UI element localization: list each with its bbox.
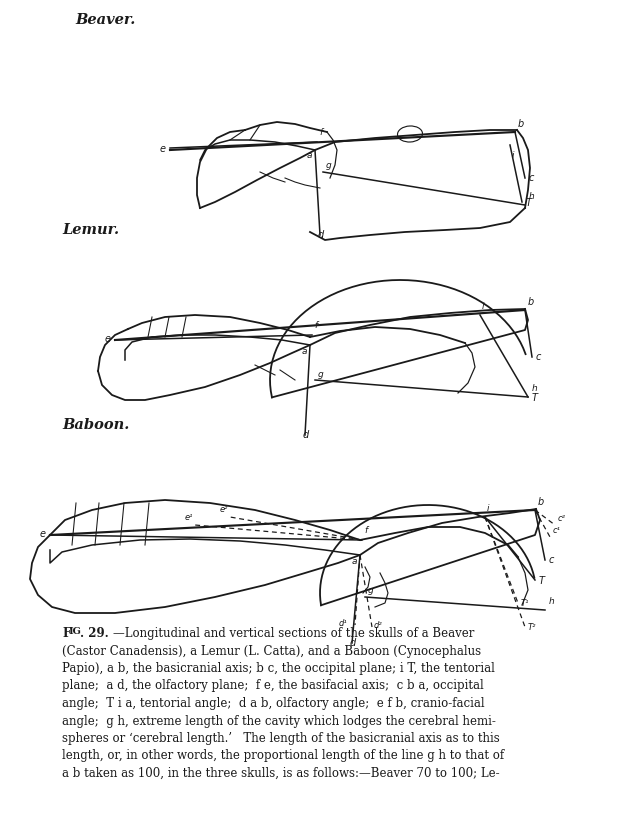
Text: g: g — [368, 586, 374, 595]
Text: a: a — [302, 347, 307, 356]
Text: F: F — [62, 627, 70, 640]
Text: a: a — [307, 151, 312, 160]
Text: h: h — [549, 597, 555, 606]
Text: f: f — [319, 128, 322, 137]
Text: Lemur.: Lemur. — [62, 223, 119, 237]
Text: e¹: e¹ — [185, 513, 193, 522]
Text: Baboon.: Baboon. — [62, 418, 129, 432]
Text: b: b — [538, 497, 544, 507]
Text: T: T — [532, 393, 538, 403]
Text: g: g — [318, 370, 324, 379]
Text: e²: e² — [220, 505, 228, 514]
Text: T¹: T¹ — [521, 600, 530, 609]
Text: e: e — [160, 144, 166, 154]
Text: angle;  g h, extreme length of the cavity which lodges the cerebral hemi-: angle; g h, extreme length of the cavity… — [62, 714, 496, 728]
Text: T: T — [539, 576, 545, 586]
Text: d: d — [350, 638, 356, 648]
Text: Papio), a b, the basicranial axis; b c, the occipital plane; i T, the tentorial: Papio), a b, the basicranial axis; b c, … — [62, 662, 495, 675]
Text: e: e — [105, 334, 111, 344]
Text: i: i — [512, 151, 514, 160]
Text: c: c — [529, 173, 534, 183]
Text: d²: d² — [374, 620, 383, 629]
Text: . 29.: . 29. — [80, 627, 109, 640]
Text: plane;  a d, the olfactory plane;  f e, the basifacial axis;  c b a, occipital: plane; a d, the olfactory plane; f e, th… — [62, 680, 484, 692]
Text: i: i — [482, 302, 484, 311]
Text: h: h — [529, 192, 535, 201]
Text: c¹: c¹ — [553, 526, 561, 535]
Text: IG: IG — [69, 627, 82, 636]
Text: d: d — [318, 230, 324, 240]
Text: c: c — [536, 352, 541, 362]
Text: spheres or ‘cerebral length.’   The length of the basicranial axis as to this: spheres or ‘cerebral length.’ The length… — [62, 732, 500, 745]
Text: (Castor Canadensis), a Lemur (L. Catta), and a Baboon (Cynocephalus: (Castor Canadensis), a Lemur (L. Catta),… — [62, 644, 481, 658]
Text: T: T — [526, 198, 532, 208]
Text: c²: c² — [558, 514, 566, 523]
Text: a b taken as 100, in the three skulls, is as follows:—Beaver 70 to 100; Le-: a b taken as 100, in the three skulls, i… — [62, 767, 500, 780]
Text: h: h — [532, 384, 538, 393]
Text: —Longitudinal and vertical sections of the skulls of a Beaver: —Longitudinal and vertical sections of t… — [113, 627, 474, 640]
Text: g: g — [326, 161, 332, 170]
Text: e: e — [40, 529, 46, 539]
Text: a: a — [351, 557, 357, 566]
Text: length, or, in other words, the proportional length of the line g h to that of: length, or, in other words, the proporti… — [62, 749, 504, 762]
Text: T²: T² — [528, 624, 537, 633]
Text: f: f — [364, 526, 367, 535]
Text: b: b — [528, 297, 534, 307]
Text: i: i — [487, 504, 489, 513]
Text: angle;  T i a, tentorial angle;  d a b, olfactory angle;  e f b, cranio-facial: angle; T i a, tentorial angle; d a b, ol… — [62, 697, 484, 710]
Text: d: d — [303, 430, 309, 440]
Text: c: c — [549, 555, 555, 565]
Text: b: b — [518, 119, 524, 129]
Text: f: f — [314, 321, 317, 330]
Text: d¹: d¹ — [338, 619, 347, 628]
Text: Beaver.: Beaver. — [75, 13, 135, 27]
